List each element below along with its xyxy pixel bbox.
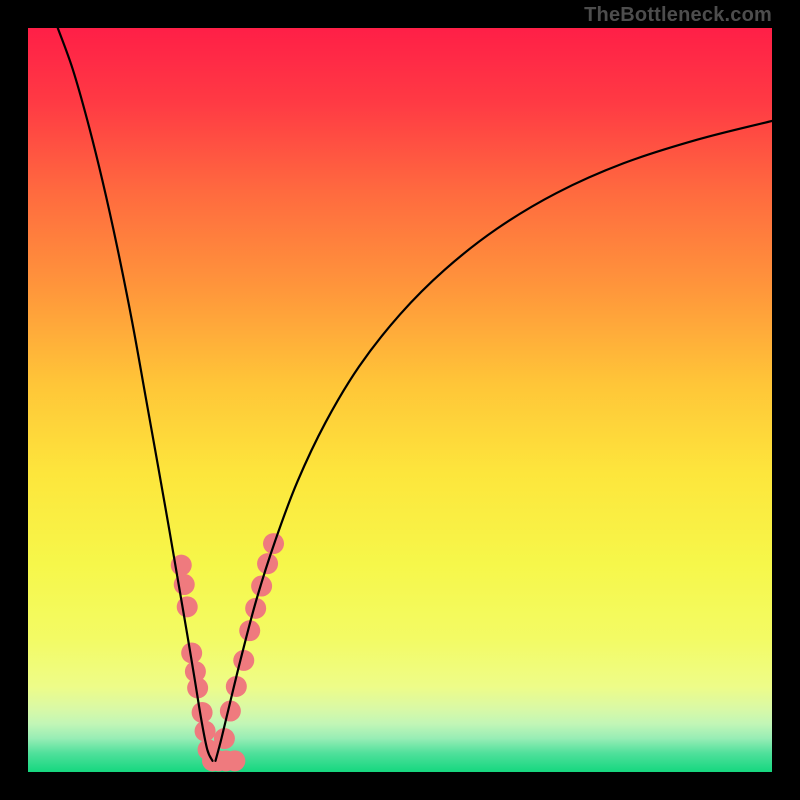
scatter-markers [171, 533, 284, 771]
plot-area [28, 28, 772, 772]
curves-layer [28, 28, 772, 772]
data-marker [224, 750, 245, 771]
left-branch-curve [58, 28, 213, 761]
data-marker [214, 728, 235, 749]
data-marker [233, 650, 254, 671]
watermark-text: TheBottleneck.com [584, 4, 772, 27]
right-branch-curve [215, 121, 772, 761]
data-marker [177, 596, 198, 617]
chart-frame: TheBottleneck.com [0, 0, 800, 800]
